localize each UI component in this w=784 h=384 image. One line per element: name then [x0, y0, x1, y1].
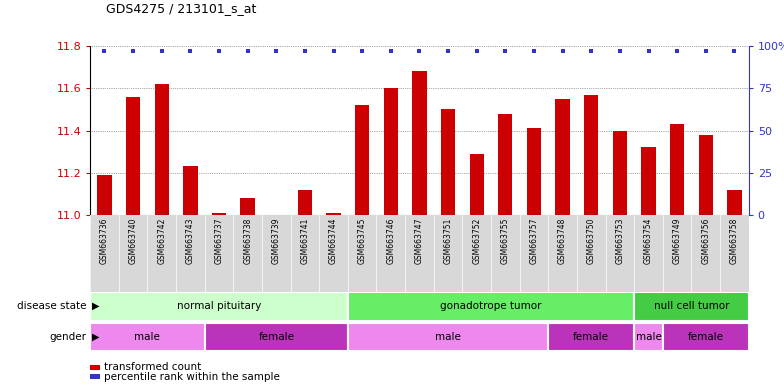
Point — [212, 48, 225, 55]
Point — [155, 48, 168, 55]
Bar — [613, 131, 627, 215]
Text: GSM663748: GSM663748 — [558, 217, 567, 264]
Bar — [212, 213, 226, 215]
Text: GSM663756: GSM663756 — [701, 217, 710, 264]
Bar — [670, 124, 684, 215]
Text: GSM663737: GSM663737 — [215, 217, 223, 264]
Bar — [548, 323, 634, 351]
Point — [699, 48, 712, 55]
Bar — [383, 88, 398, 215]
Bar — [555, 99, 570, 215]
Text: GSM663750: GSM663750 — [586, 217, 596, 264]
Bar — [126, 97, 140, 215]
Bar — [90, 323, 205, 351]
Bar — [241, 198, 255, 215]
Text: percentile rank within the sample: percentile rank within the sample — [104, 372, 280, 382]
Text: GSM663752: GSM663752 — [472, 217, 481, 264]
Bar — [348, 292, 634, 321]
Text: GSM663743: GSM663743 — [186, 217, 195, 264]
Text: GSM663736: GSM663736 — [100, 217, 109, 264]
Point — [557, 48, 569, 55]
Bar — [584, 95, 598, 215]
Point — [356, 48, 368, 55]
Bar — [326, 213, 341, 215]
Text: GSM663744: GSM663744 — [329, 217, 338, 264]
Text: GSM663751: GSM663751 — [444, 217, 452, 264]
Bar — [154, 84, 169, 215]
Point — [528, 48, 540, 55]
Text: GSM663745: GSM663745 — [358, 217, 367, 264]
Text: gender: gender — [49, 332, 86, 342]
Text: normal pituitary: normal pituitary — [177, 301, 261, 311]
Text: GSM663755: GSM663755 — [501, 217, 510, 264]
Bar — [728, 190, 742, 215]
Point — [384, 48, 397, 55]
Bar — [348, 323, 548, 351]
Point — [98, 48, 111, 55]
Text: GSM663757: GSM663757 — [529, 217, 539, 264]
Text: GSM663742: GSM663742 — [158, 217, 166, 264]
Bar — [90, 292, 348, 321]
Text: GSM663741: GSM663741 — [300, 217, 310, 264]
Bar — [634, 292, 749, 321]
Text: GSM663746: GSM663746 — [387, 217, 395, 264]
Bar — [641, 147, 655, 215]
Point — [327, 48, 339, 55]
Text: male: male — [435, 332, 461, 342]
Bar — [498, 114, 513, 215]
Bar — [662, 323, 749, 351]
Bar — [183, 166, 198, 215]
Text: GDS4275 / 213101_s_at: GDS4275 / 213101_s_at — [106, 2, 256, 15]
Text: ▶: ▶ — [92, 332, 100, 342]
Text: female: female — [573, 332, 609, 342]
Text: GSM663739: GSM663739 — [272, 217, 281, 264]
Point — [442, 48, 455, 55]
Text: disease state: disease state — [16, 301, 86, 311]
Bar — [355, 105, 369, 215]
Bar — [634, 323, 662, 351]
Bar — [205, 323, 348, 351]
Point — [470, 48, 483, 55]
Text: gonadotrope tumor: gonadotrope tumor — [441, 301, 542, 311]
Text: GSM663740: GSM663740 — [129, 217, 138, 264]
Point — [184, 48, 197, 55]
Point — [585, 48, 597, 55]
Bar — [470, 154, 484, 215]
Point — [299, 48, 311, 55]
Text: male: male — [135, 332, 161, 342]
Text: GSM663753: GSM663753 — [615, 217, 624, 264]
Text: null cell tumor: null cell tumor — [654, 301, 729, 311]
Bar — [97, 175, 111, 215]
Bar — [298, 190, 312, 215]
Point — [241, 48, 254, 55]
Text: ▶: ▶ — [92, 301, 100, 311]
Point — [614, 48, 626, 55]
Bar — [699, 135, 713, 215]
Text: GSM663758: GSM663758 — [730, 217, 739, 264]
Point — [413, 48, 426, 55]
Text: transformed count: transformed count — [104, 362, 201, 372]
Point — [671, 48, 684, 55]
Bar — [441, 109, 456, 215]
Point — [270, 48, 282, 55]
Text: female: female — [688, 332, 724, 342]
Point — [728, 48, 741, 55]
Point — [499, 48, 512, 55]
Bar — [412, 71, 426, 215]
Text: GSM663749: GSM663749 — [673, 217, 681, 264]
Text: GSM663754: GSM663754 — [644, 217, 653, 264]
Text: GSM663747: GSM663747 — [415, 217, 424, 264]
Text: GSM663738: GSM663738 — [243, 217, 252, 264]
Bar — [527, 128, 541, 215]
Point — [642, 48, 655, 55]
Text: female: female — [258, 332, 294, 342]
Point — [127, 48, 140, 55]
Text: male: male — [636, 332, 662, 342]
